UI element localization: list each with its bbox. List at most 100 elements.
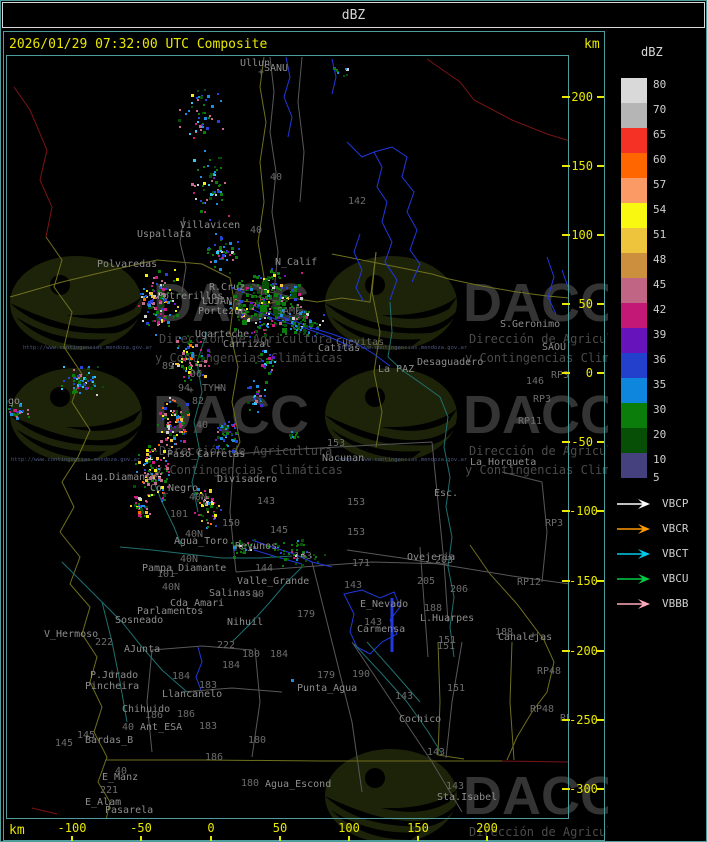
colorbar-value-label: 48 (653, 253, 667, 266)
map-boundary-line (13, 86, 53, 238)
svg-text:y Contingencias Climáticas: y Contingencias Climáticas (465, 351, 653, 365)
map-boundary-line (366, 641, 421, 703)
legend-row: VBCP (616, 497, 689, 510)
x-axis-tick-label: -100 (57, 821, 87, 835)
map-boundary-line (181, 687, 283, 693)
legend-row: VBCR (616, 522, 689, 535)
map-boundary-line (231, 566, 303, 643)
x-axis-tick-label: 50 (272, 821, 288, 835)
map-boundary-line (501, 471, 543, 483)
map-boundary-line (151, 645, 253, 651)
y-axis-tick-label: -50 (571, 435, 593, 449)
map-boundary-line (387, 301, 455, 658)
track-arrow-icon (617, 598, 650, 609)
track-arrow-icon (617, 523, 650, 534)
colorbar-swatch (621, 328, 647, 353)
map-boundary-line (31, 807, 58, 815)
dacc-logo-watermark (10, 368, 142, 462)
x-axis-tick-label: -50 (130, 821, 152, 835)
x-axis-tick (417, 836, 419, 841)
map-boundary-line (229, 299, 241, 455)
colorbar-swatch (621, 428, 647, 453)
y-axis-tick-label: 50 (578, 297, 593, 311)
x-axis-tick (348, 836, 350, 841)
x-axis-tick (210, 836, 212, 841)
colorbar-swatch (621, 203, 647, 228)
svg-text:Dirección de Agricultura: Dirección de Agricultura (159, 444, 332, 458)
y-axis-tick-label: -250 (569, 713, 598, 727)
svg-text:Dirección de Agricultura: Dirección de Agricultura (469, 444, 642, 458)
map-boundary-line (419, 546, 429, 658)
x-axis-tick (71, 836, 73, 841)
window-title: dBZ (341, 7, 366, 23)
map-boundary-line (353, 643, 443, 755)
svg-text:y Contingencias Climáticas: y Contingencias Climáticas (465, 463, 653, 477)
svg-text:Dirección de Agricultura: Dirección de Agricultura (469, 825, 642, 839)
colorbar-swatch (621, 378, 647, 403)
colorbar-value-label: 10 (653, 453, 667, 466)
y-axis-tick (562, 650, 570, 652)
y-axis-tick (597, 510, 604, 512)
watermark-url: http://www.contingencias.mendoza.gov.ar (23, 345, 153, 351)
colorbar-value-label: 60 (653, 153, 667, 166)
watermark-url: http://www.contingencias.mendoza.gov.ar (338, 345, 468, 351)
svg-text:DACC: DACC (463, 385, 619, 445)
y-axis-tick (562, 372, 570, 374)
colorbar-value-label: 42 (653, 303, 667, 316)
y-axis-tick (562, 303, 570, 305)
map-boundary-line (353, 233, 365, 303)
svg-text:y Contingencias Climáticas: y Contingencias Climáticas (155, 463, 343, 477)
map-boundary-line (9, 259, 235, 301)
map-boundary-line (283, 56, 293, 138)
map-boundary-line (297, 56, 305, 203)
x-axis-tick (486, 836, 488, 841)
x-axis-tick-label: 0 (207, 821, 215, 835)
y-axis-tick (597, 234, 604, 236)
y-axis-tick (597, 372, 604, 374)
dacc-logo-watermark (325, 256, 457, 350)
y-axis-tick (597, 303, 604, 305)
map-boundary-line (426, 58, 568, 141)
colorbar-swatch (621, 228, 647, 253)
map-boundary-line (501, 760, 568, 763)
map-boundary-line (249, 303, 391, 367)
y-axis-tick (597, 788, 604, 790)
map-boundary-line (269, 56, 279, 293)
y-axis-tick-label: -150 (569, 574, 598, 588)
y-axis-tick-label: -200 (569, 644, 598, 658)
y-axis-tick (597, 165, 604, 167)
colorbar-value-label: 36 (653, 353, 667, 366)
radar-map[interactable]: Ullun SANU 142 40 40 Villavicen Uspallata Polva… (6, 55, 569, 819)
y-axis-tick-label: 150 (571, 159, 593, 173)
y-axis-tick (562, 441, 570, 443)
map-boundary-line (146, 649, 153, 753)
map-boundary-line (251, 647, 261, 758)
colorbar-swatch (621, 303, 647, 328)
track-arrow-icon (617, 548, 650, 559)
colorbar-value-label: 65 (653, 128, 667, 141)
svg-text:DACC: DACC (463, 273, 619, 333)
svg-text:Dirección de Agricultura: Dirección de Agricultura (159, 332, 332, 346)
colorbar-swatch (621, 353, 647, 378)
map-boundary-line (331, 253, 568, 299)
legend-row: VBCT (616, 547, 689, 560)
map-boundary-line (331, 58, 337, 95)
map-boundary-line (371, 251, 383, 448)
map-boundary-line (546, 256, 557, 315)
map-boundary-line (469, 544, 555, 761)
y-axis-tick-label: 100 (571, 228, 593, 242)
map-boundary-line (233, 441, 433, 455)
map-boundary-line (311, 561, 363, 793)
y-axis-tick-label: 0 (585, 366, 593, 380)
title-bar[interactable]: dBZ (2, 2, 705, 28)
y-axis-unit-label: km (584, 37, 600, 52)
map-boundary-line (195, 646, 203, 691)
y-axis-tick (562, 510, 570, 512)
y-axis-tick (562, 719, 570, 721)
y-axis-tick (597, 650, 604, 652)
svg-text:y Contingencias Climáticas: y Contingencias Climáticas (155, 351, 343, 365)
svg-text:DACC: DACC (463, 766, 619, 826)
colorbar-value-label: 35 (653, 378, 667, 391)
